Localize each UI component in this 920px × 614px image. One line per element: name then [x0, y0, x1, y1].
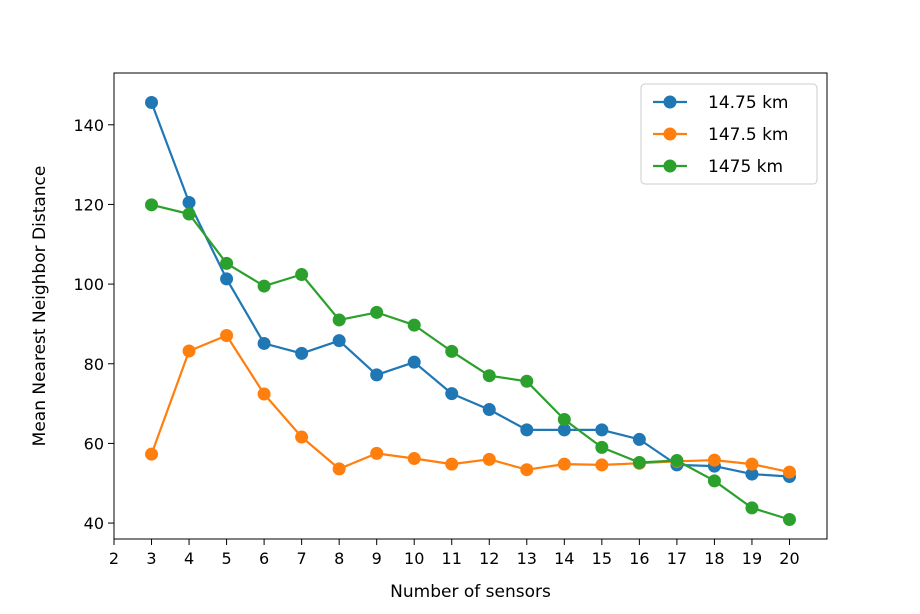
data-point [182, 195, 196, 209]
data-point [745, 457, 759, 471]
y-axis-label: Mean Nearest Neighbor Distance [30, 166, 50, 447]
x-tick-label: 14 [554, 549, 574, 568]
data-point [182, 344, 196, 358]
legend-label: 147.5 km [708, 125, 788, 145]
data-point [595, 458, 609, 472]
x-tick-label: 2 [109, 549, 119, 568]
data-point [707, 474, 721, 488]
x-axis: 2 3 4 5 6 7 8 9 10 11 12 13 14 15 16 17 18 19 20 [109, 539, 800, 568]
data-point [220, 256, 234, 270]
data-point [182, 207, 196, 221]
data-point [370, 446, 384, 460]
data-point [295, 346, 309, 360]
data-point [407, 452, 421, 466]
data-point [295, 268, 309, 282]
x-tick-label: 6 [259, 549, 269, 568]
x-tick-label: 7 [297, 549, 307, 568]
data-point [257, 279, 271, 293]
data-point [407, 355, 421, 369]
data-point [557, 423, 571, 437]
data-point [482, 369, 496, 383]
data-point [557, 413, 571, 427]
data-point [520, 463, 534, 477]
data-point [520, 374, 534, 388]
x-tick-label: 4 [184, 549, 194, 568]
y-tick-label: 120 [73, 195, 104, 214]
x-tick-label: 9 [372, 549, 382, 568]
data-point [370, 368, 384, 382]
data-point [445, 387, 459, 401]
legend-marker [663, 159, 677, 173]
data-point [782, 465, 796, 479]
data-point [632, 432, 646, 446]
data-point [257, 387, 271, 401]
series-1475-km [145, 198, 796, 526]
x-tick-label: 18 [704, 549, 724, 568]
x-tick-label: 12 [479, 549, 499, 568]
data-point [520, 423, 534, 437]
x-axis-label: Number of sensors [390, 582, 551, 602]
data-point [145, 447, 159, 461]
legend: 14.75 km 147.5 km 1475 km [640, 83, 818, 185]
data-point [670, 454, 684, 468]
y-axis: 40 60 80 100 120 140 [73, 116, 114, 533]
data-point [595, 440, 609, 454]
data-point [595, 423, 609, 437]
series-line [151, 203, 790, 521]
y-tick-label: 80 [84, 355, 104, 374]
data-point [332, 313, 346, 327]
x-tick-label: 16 [629, 549, 649, 568]
x-tick-label: 13 [517, 549, 537, 568]
data-point [332, 462, 346, 476]
data-point [145, 95, 159, 109]
data-point [445, 344, 459, 358]
data-point [482, 403, 496, 417]
x-tick-label: 17 [667, 549, 687, 568]
data-point [557, 457, 571, 471]
data-point [632, 456, 646, 470]
data-point [707, 453, 721, 467]
y-tick-label: 60 [84, 434, 104, 453]
data-point [145, 198, 159, 212]
series-layer [145, 95, 796, 526]
legend-marker [663, 95, 677, 109]
x-tick-label: 15 [592, 549, 612, 568]
data-point [220, 272, 234, 286]
y-tick-label: 40 [84, 514, 104, 533]
data-point [745, 501, 759, 515]
x-tick-label: 10 [404, 549, 424, 568]
data-point [745, 467, 759, 481]
x-tick-label: 8 [334, 549, 344, 568]
legend-frame [640, 83, 818, 185]
x-tick-label: 20 [779, 549, 799, 568]
data-point [257, 336, 271, 350]
legend-marker [663, 127, 677, 141]
x-tick-label: 11 [442, 549, 462, 568]
y-tick-label: 100 [73, 275, 104, 294]
x-tick-label: 5 [221, 549, 231, 568]
y-tick-label: 140 [73, 116, 104, 135]
data-point [407, 318, 421, 332]
data-point [445, 457, 459, 471]
legend-label: 1475 km [708, 157, 783, 177]
data-point [482, 452, 496, 466]
data-point [332, 334, 346, 348]
data-point [782, 512, 796, 526]
x-tick-label: 19 [742, 549, 762, 568]
data-point [295, 430, 309, 444]
data-point [370, 305, 384, 319]
legend-label: 14.75 km [708, 93, 788, 113]
data-point [220, 328, 234, 342]
x-tick-label: 3 [146, 549, 156, 568]
